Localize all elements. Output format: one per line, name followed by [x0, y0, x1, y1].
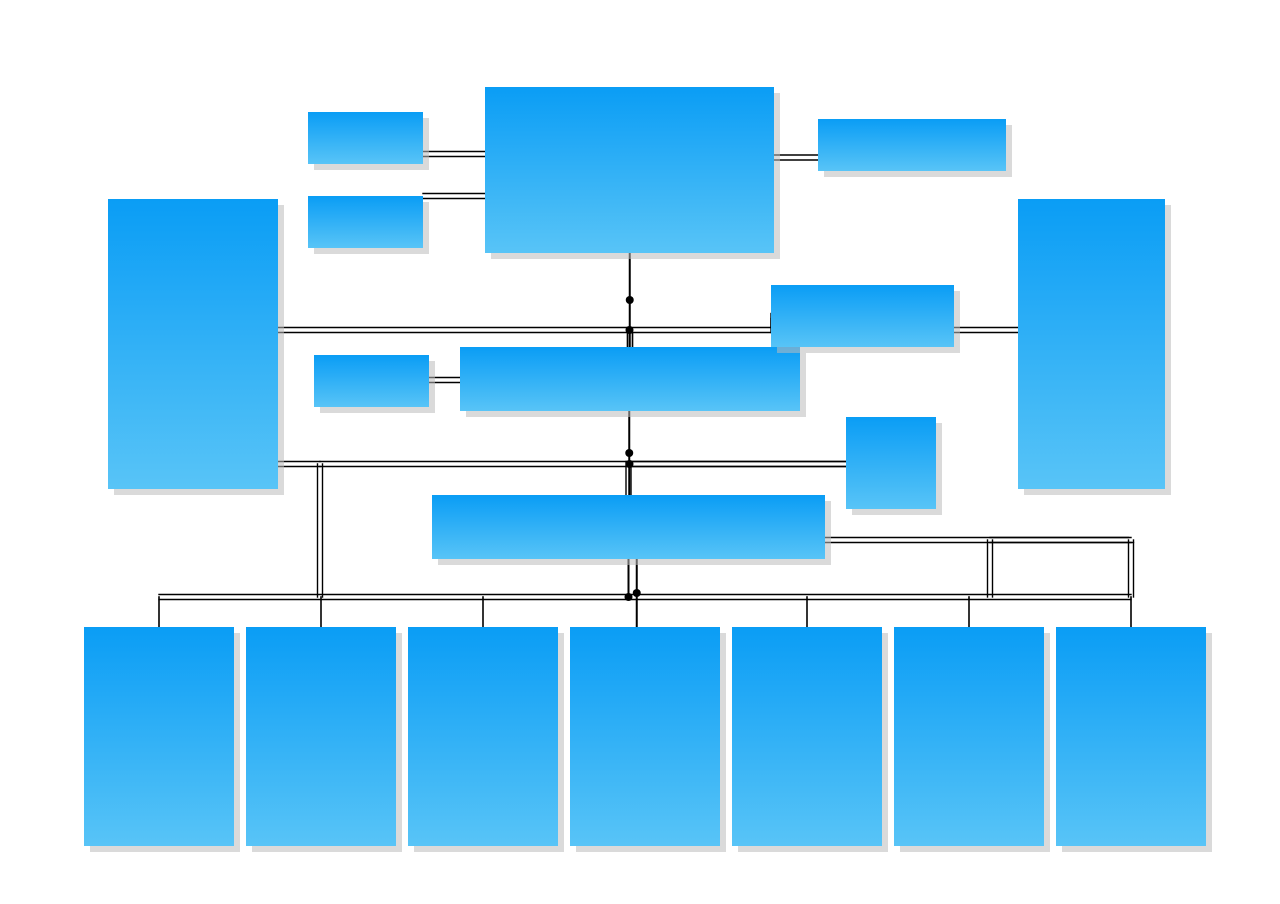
org-node-leaf1	[84, 627, 234, 846]
node-face	[732, 627, 882, 846]
node-face	[108, 199, 278, 489]
node-face	[485, 87, 774, 253]
org-node-leaf2	[246, 627, 396, 846]
org-node-mid_r1	[771, 285, 954, 347]
node-face	[246, 627, 396, 846]
node-face	[1018, 199, 1165, 489]
org-node-root	[485, 87, 774, 253]
node-face	[570, 627, 720, 846]
org-node-top_s2	[308, 196, 423, 248]
org-node-leaf4	[570, 627, 720, 846]
node-face	[1056, 627, 1206, 846]
org-node-mid_c	[460, 347, 800, 411]
node-face	[308, 196, 423, 248]
org-node-leaf7	[1056, 627, 1206, 846]
org-node-leaf6	[894, 627, 1044, 846]
org-node-sq	[846, 417, 936, 509]
org-node-leaf3	[408, 627, 558, 846]
org-node-side_l	[108, 199, 278, 489]
org-node-leaf5	[732, 627, 882, 846]
node-face	[894, 627, 1044, 846]
node-face	[771, 285, 954, 347]
org-node-mid_s1	[314, 355, 429, 407]
org-chart-canvas	[0, 0, 1280, 904]
node-face	[818, 119, 1006, 171]
org-node-side_r	[1018, 199, 1165, 489]
org-node-top_r1	[818, 119, 1006, 171]
org-node-hub	[432, 495, 825, 559]
org-node-top_s1	[308, 112, 423, 164]
node-face	[84, 627, 234, 846]
node-face	[846, 417, 936, 509]
node-face	[432, 495, 825, 559]
node-face	[308, 112, 423, 164]
node-face	[460, 347, 800, 411]
node-face	[314, 355, 429, 407]
node-face	[408, 627, 558, 846]
